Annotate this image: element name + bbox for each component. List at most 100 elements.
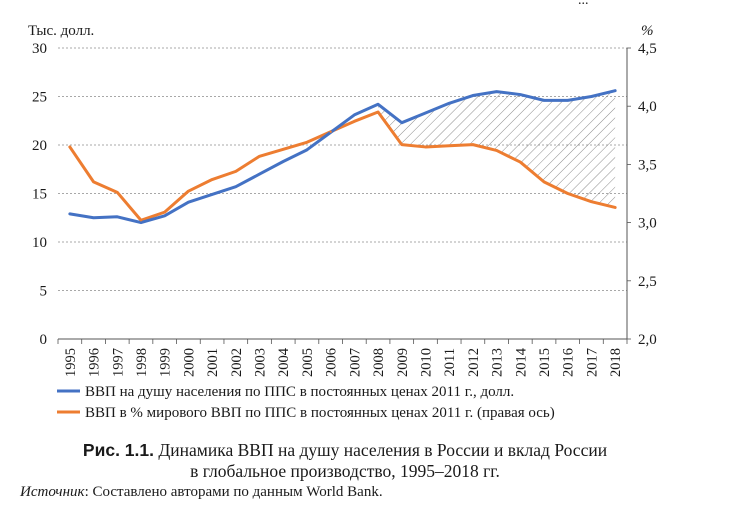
data-point-world-share xyxy=(566,192,569,195)
data-point-world-share xyxy=(258,155,261,158)
left-tick-label: 0 xyxy=(40,332,48,348)
data-point-world-share xyxy=(613,206,617,209)
data-point-world-share xyxy=(210,178,214,181)
data-point-world-share xyxy=(163,210,166,214)
data-point-world-share xyxy=(495,149,498,152)
x-tick-label: 2003 xyxy=(253,348,269,377)
series-line-world-share xyxy=(68,110,617,222)
caption-title-part-1: Динамика ВВП на душу населения в России … xyxy=(154,440,608,460)
figure-label: Рис. 1.1. xyxy=(82,440,154,460)
header-fragment: ... xyxy=(578,0,589,8)
right-tick-label: 3,0 xyxy=(638,216,657,232)
data-point-world-share xyxy=(542,180,546,184)
data-point-gdp-per-capita xyxy=(424,111,427,115)
right-tick-label: 4,0 xyxy=(638,99,657,115)
data-point-world-share xyxy=(400,143,403,146)
data-point-gdp-per-capita xyxy=(234,185,238,188)
legend-label-gdp-per-capita: ВВП на душу населения по ППС в постоянны… xyxy=(85,384,514,400)
x-tick-label: 2017 xyxy=(584,348,600,377)
x-tick-label: 2000 xyxy=(181,348,197,377)
data-point-world-share xyxy=(329,130,332,134)
data-point-world-share xyxy=(471,143,475,146)
x-tick-label: 1996 xyxy=(87,348,103,377)
data-point-gdp-per-capita xyxy=(447,102,451,105)
x-tick-label: 2013 xyxy=(490,348,506,377)
data-point-gdp-per-capita xyxy=(376,103,380,106)
x-tick-label: 2011 xyxy=(442,348,458,376)
data-point-gdp-per-capita xyxy=(68,212,72,216)
data-point-world-share xyxy=(92,180,95,184)
x-tick-label: 1999 xyxy=(158,348,174,377)
x-tick-label: 2016 xyxy=(561,348,577,377)
data-point-gdp-per-capita xyxy=(613,89,617,92)
data-point-world-share xyxy=(305,141,309,144)
data-point-gdp-per-capita xyxy=(305,148,309,152)
caption-line-2: в глобальное производство, 1995–2018 гг. xyxy=(190,461,500,481)
data-point-gdp-per-capita xyxy=(187,201,190,204)
data-point-world-share xyxy=(282,148,285,151)
tick-labels: 0 5 10 15 20 25 30 2,0 2,5 3,0 3,5 4,0 4,5 Тыс. долл.… xyxy=(28,23,657,377)
right-axis-unit-label: % xyxy=(641,23,654,39)
data-point-gdp-per-capita xyxy=(400,121,403,124)
right-tick-label: 2,0 xyxy=(638,332,657,348)
data-point-world-share xyxy=(519,160,522,164)
x-tick-label: 2014 xyxy=(513,347,529,377)
data-point-world-share xyxy=(234,170,238,173)
data-point-world-share xyxy=(187,189,190,193)
data-point-gdp-per-capita xyxy=(495,90,498,93)
data-point-gdp-per-capita xyxy=(210,193,214,196)
data-point-gdp-per-capita xyxy=(163,214,166,218)
x-tick-label: 2010 xyxy=(418,348,434,377)
x-tick-label: 2004 xyxy=(276,347,292,377)
data-point-gdp-per-capita xyxy=(471,94,475,97)
right-tick-label: 3,5 xyxy=(638,157,657,173)
x-tick-label: 2009 xyxy=(395,348,411,377)
left-tick-label: 20 xyxy=(32,138,47,154)
data-point-gdp-per-capita xyxy=(92,216,95,219)
left-tick-label: 15 xyxy=(32,187,47,203)
axes xyxy=(57,47,631,344)
x-tick-label: 1997 xyxy=(110,348,126,377)
data-point-gdp-per-capita xyxy=(566,99,569,102)
x-tick-label: 2015 xyxy=(537,348,553,377)
data-point-world-share xyxy=(68,145,72,149)
data-point-world-share xyxy=(139,219,143,222)
figure-caption: Рис. 1.1. Динамика ВВП на душу населения… xyxy=(0,440,690,482)
source-note: Источник: Составлено авторами по данным … xyxy=(20,484,383,501)
x-tick-label: 2012 xyxy=(466,348,482,377)
left-axis-unit-label: Тыс. долл. xyxy=(28,23,94,39)
data-point-world-share xyxy=(424,145,427,149)
source-label: Источник xyxy=(20,484,85,500)
data-point-gdp-per-capita xyxy=(542,99,546,102)
x-tick-label: 2005 xyxy=(300,348,316,377)
data-point-gdp-per-capita xyxy=(258,172,261,176)
caption-line-1: Рис. 1.1. Динамика ВВП на душу населения… xyxy=(0,440,690,461)
right-tick-label: 2,5 xyxy=(638,274,657,290)
x-tick-label: 2008 xyxy=(371,348,387,377)
data-point-gdp-per-capita xyxy=(116,215,119,218)
data-point-gdp-per-capita xyxy=(590,95,593,98)
data-point-world-share xyxy=(353,120,356,123)
x-tick-label: 1995 xyxy=(63,348,79,377)
grid-lines xyxy=(58,47,627,291)
series-lines xyxy=(68,89,617,225)
right-tick-label: 4,5 xyxy=(638,41,657,57)
left-tick-label: 10 xyxy=(32,235,47,251)
x-tick-label: 1998 xyxy=(134,348,150,377)
x-tick-label: 2007 xyxy=(347,348,363,377)
data-point-gdp-per-capita xyxy=(519,93,522,96)
x-tick-label: 2002 xyxy=(229,348,245,377)
data-point-world-share xyxy=(376,110,380,114)
data-point-world-share xyxy=(116,191,119,194)
data-point-world-share xyxy=(590,200,593,203)
series-line-gdp-per-capita xyxy=(68,89,617,225)
x-tick-label: 2018 xyxy=(608,348,624,377)
x-tick-label: 2001 xyxy=(205,348,221,377)
data-point-gdp-per-capita xyxy=(139,221,143,224)
x-tick-label: 2006 xyxy=(324,348,340,377)
left-tick-label: 5 xyxy=(40,284,48,300)
source-text: : Составлено авторами по данным World Ba… xyxy=(84,484,383,500)
data-point-world-share xyxy=(447,144,451,147)
data-point-gdp-per-capita xyxy=(353,113,356,117)
